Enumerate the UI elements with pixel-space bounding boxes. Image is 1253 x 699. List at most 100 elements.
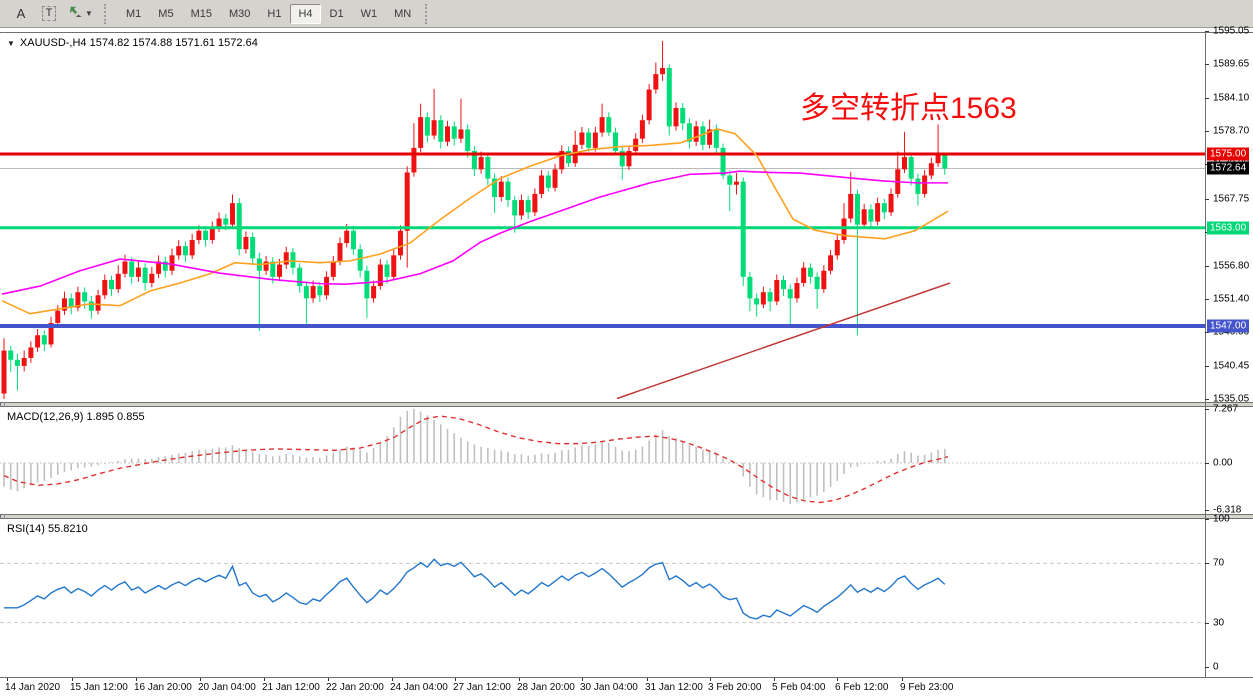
pane-border <box>0 32 1253 33</box>
price-badge-1572.64: 1572.64 <box>1207 161 1250 175</box>
time-tick <box>519 678 520 681</box>
axis-tick <box>1205 332 1209 334</box>
time-tick <box>72 678 73 681</box>
rsi-tick-label: 70 <box>1213 557 1225 569</box>
rsi-canvas[interactable] <box>0 519 1205 677</box>
time-label: 3 Feb 20:00 <box>708 682 762 693</box>
rsi-tick-label: 100 <box>1213 513 1230 525</box>
text-box-icon: T <box>41 6 57 21</box>
time-label: 15 Jan 12:00 <box>70 682 128 693</box>
timeframe-button-d1[interactable]: D1 <box>329 7 344 20</box>
chevron-down-icon: ▼ <box>85 9 93 18</box>
time-tick <box>264 678 265 681</box>
axis-tick <box>1205 563 1209 565</box>
toolbar-separator <box>104 3 110 24</box>
axis-tick <box>1205 366 1209 368</box>
price-pane[interactable]: ▼ XAUUSD-,H4 1574.82 1574.88 1571.61 157… <box>0 33 1205 402</box>
time-tick <box>136 678 137 681</box>
time-tick <box>7 678 8 681</box>
axis-tick <box>1205 30 1209 32</box>
time-axis[interactable]: 14 Jan 2020 15 Jan 12:00 16 Jan 20:00 20 Ja… <box>0 678 1253 699</box>
time-tick <box>837 678 838 681</box>
time-label: 21 Jan 12:00 <box>262 682 320 693</box>
time-label: 27 Jan 12:00 <box>453 682 511 693</box>
pane-divider-macd[interactable] <box>0 402 1253 407</box>
price-tick-label: 1595.05 <box>1213 25 1250 37</box>
price-tick-label: 1540.45 <box>1213 360 1250 372</box>
price-tick-label: 1551.40 <box>1213 293 1250 305</box>
timeframe-button-w1[interactable]: W1 <box>360 7 378 20</box>
time-label: 14 Jan 2020 <box>5 682 61 693</box>
arrows-tool-button[interactable]: ▼ <box>64 3 98 25</box>
axis-tick <box>1205 667 1209 668</box>
time-tick <box>328 678 329 681</box>
axis-tick <box>1205 131 1209 133</box>
chart-title: ▼ XAUUSD-,H4 1574.82 1574.88 1571.61 157… <box>7 37 258 49</box>
candlestick-canvas[interactable] <box>0 33 1205 402</box>
axis-tick <box>1205 198 1209 200</box>
time-tick <box>647 678 648 681</box>
rsi-tick-label: 0 <box>1213 661 1219 673</box>
time-tick <box>902 678 903 681</box>
time-tick <box>200 678 201 681</box>
time-label: 5 Feb 04:00 <box>772 682 826 693</box>
annotation-text: 多空转折点1563 <box>800 92 1017 125</box>
macd-canvas[interactable] <box>0 407 1205 514</box>
chart-title-text: XAUUSD-,H4 1574.82 1574.88 1571.61 1572.… <box>19 37 258 49</box>
axis-tick <box>1205 265 1209 267</box>
chart-window: ▼ XAUUSD-,H4 1574.82 1574.88 1571.61 157… <box>0 25 1253 699</box>
rsi-label: RSI(14) 55.8210 <box>7 523 88 535</box>
text-box-tool-button[interactable]: T <box>36 3 62 25</box>
timeframe-bar: M1 M5 M15 M30 H1 H4 D1 W1 MN <box>118 3 419 24</box>
time-tick <box>455 678 456 681</box>
time-tick <box>710 678 711 681</box>
price-tick-label: 1589.65 <box>1213 58 1250 70</box>
time-axis-border <box>0 677 1253 678</box>
time-label: 28 Jan 20:00 <box>517 682 575 693</box>
time-label: 22 Jan 20:00 <box>326 682 384 693</box>
price-axis[interactable]: 1595.051589.651584.101578.701573.301567.… <box>1205 25 1253 405</box>
axis-tick <box>1205 510 1209 512</box>
price-tick-label: 1556.80 <box>1213 260 1250 272</box>
time-label: 9 Feb 23:00 <box>900 682 954 693</box>
time-label: 31 Jan 12:00 <box>645 682 703 693</box>
timeframe-button-mn[interactable]: MN <box>394 7 412 20</box>
macd-axis[interactable]: 7.267 0.00 -6.318 <box>1205 403 1253 516</box>
timeframe-button-m5[interactable]: M5 <box>158 7 174 20</box>
timeframe-button-m15[interactable]: M15 <box>190 7 212 20</box>
timeframe-button-h1[interactable]: H1 <box>267 7 282 20</box>
axis-tick <box>1205 519 1209 520</box>
macd-tick-label: -6.318 <box>1213 504 1242 516</box>
macd-pane[interactable]: MACD(12,26,9) 1.895 0.855 <box>0 407 1205 514</box>
timeframe-button-m1[interactable]: M1 <box>126 7 142 20</box>
axis-tick <box>1205 622 1209 624</box>
time-label: 20 Jan 04:00 <box>198 682 256 693</box>
price-badge-1563.00: 1563.00 <box>1207 221 1250 235</box>
price-tick-label: 1584.10 <box>1213 92 1250 104</box>
axis-tick <box>1205 64 1209 65</box>
price-tick-label: 1578.70 <box>1213 125 1250 137</box>
time-tick <box>774 678 775 681</box>
pane-divider-rsi[interactable] <box>0 514 1253 519</box>
macd-tick-label: 7.267 <box>1213 403 1239 415</box>
time-label: 6 Feb 12:00 <box>835 682 889 693</box>
symbol-dropdown-icon[interactable]: ▼ <box>7 38 15 48</box>
rsi-axis[interactable]: 100 70 30 0 <box>1205 514 1253 677</box>
macd-tick-label: 0.00 <box>1213 457 1233 469</box>
time-label: 16 Jan 20:00 <box>134 682 192 693</box>
price-tick-label: 1535.05 <box>1213 393 1250 405</box>
time-tick <box>392 678 393 681</box>
axis-tick <box>1205 399 1209 401</box>
arrows-icon <box>69 5 84 22</box>
timeframe-button-h4[interactable]: H4 <box>290 3 321 24</box>
toolbar: A T ▼ M1 M5 M15 M30 H1 H4 D1 W1 MN <box>0 0 1253 28</box>
rsi-pane[interactable]: RSI(14) 55.8210 <box>0 519 1205 677</box>
price-badge-1575.00: 1575.00 <box>1207 147 1250 161</box>
price-badge-1547.00: 1547.00 <box>1207 319 1250 333</box>
text-label-tool-button[interactable]: A <box>8 3 34 25</box>
toolbar-separator-2 <box>425 3 431 24</box>
timeframe-button-m30[interactable]: M30 <box>228 7 251 20</box>
text-label-icon: A <box>16 6 26 21</box>
price-tick-label: 1567.75 <box>1213 193 1250 205</box>
axis-tick <box>1205 463 1209 464</box>
